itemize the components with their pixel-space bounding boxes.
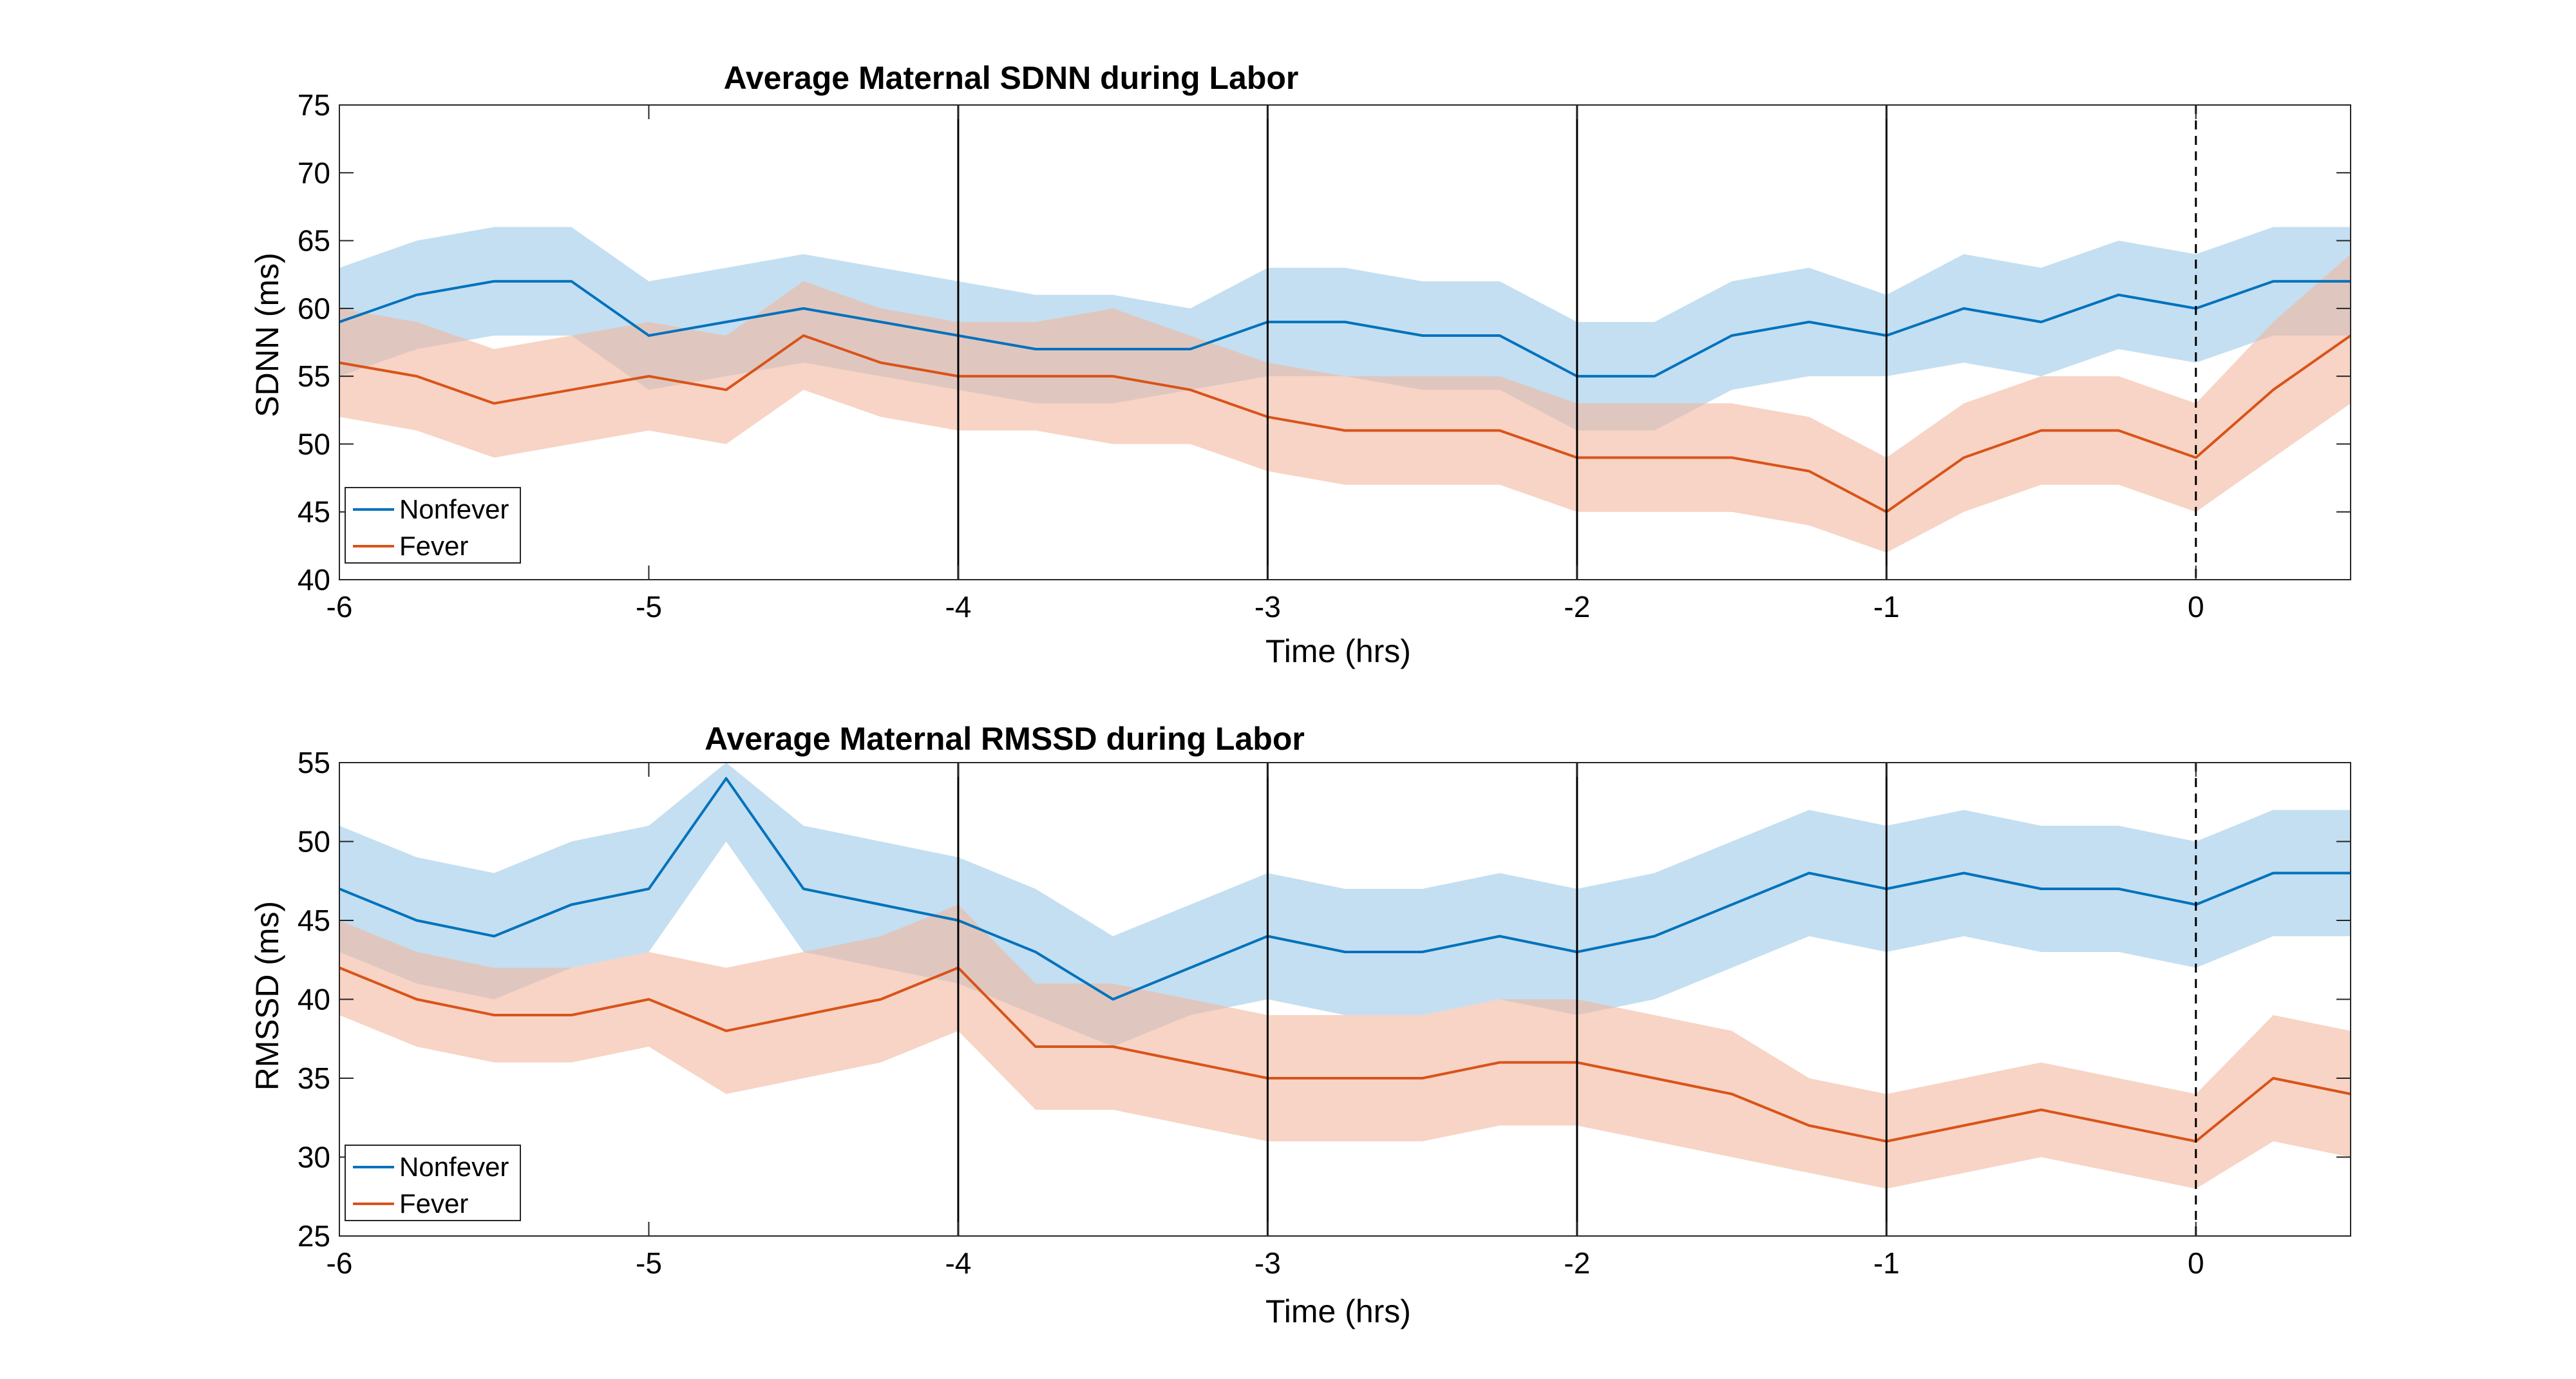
band-fever	[339, 904, 2351, 1189]
y-tick-label: 55	[298, 359, 330, 393]
legend: Nonfever Fever	[345, 487, 521, 564]
x-tick-label: 0	[2188, 590, 2204, 623]
x-tick-label: -2	[1564, 590, 1590, 623]
legend-box	[345, 1145, 521, 1221]
band-fever	[339, 254, 2351, 553]
y-axis-label: RMSSD (ms)	[249, 901, 285, 1090]
y-tick-label: 50	[298, 427, 330, 461]
x-tick-label: -3	[1255, 590, 1281, 623]
legend: Nonfever Fever	[345, 1145, 521, 1221]
series-line-fever	[339, 966, 2351, 1143]
y-tick-label: 30	[298, 1141, 330, 1174]
chart-title: Average Maternal SDNN during Labor	[724, 60, 1299, 96]
sdnn-chart-panel: Average Maternal SDNN during Labor -6 -5 -…	[249, 60, 2352, 669]
x-axis-label: Time (hrs)	[1265, 1293, 1411, 1329]
series-line-fever	[339, 334, 2352, 513]
y-tick-label: 55	[298, 746, 330, 779]
y-axis-label: SDNN (ms)	[249, 252, 285, 417]
legend-label-nonfever: Nonfever	[399, 494, 509, 524]
series-line-nonfever	[339, 777, 2351, 1001]
series-line-nonfever	[339, 280, 2351, 378]
x-tick-label: -6	[327, 1246, 353, 1280]
legend-label-fever: Fever	[399, 531, 468, 561]
x-tick-label: -3	[1255, 1246, 1281, 1280]
y-tick-label: 65	[298, 224, 330, 258]
x-tick-label: -5	[636, 590, 662, 623]
legend-box	[345, 487, 521, 564]
x-tick-label: -5	[636, 1246, 662, 1280]
axes-box	[339, 104, 2351, 580]
x-tick-label: -4	[945, 1246, 971, 1280]
x-tick-label: -2	[1564, 1246, 1590, 1280]
legend-label-fever: Fever	[399, 1188, 468, 1219]
band-nonfever	[339, 763, 2351, 1047]
band-nonfever	[339, 227, 2351, 431]
y-tick-label: 50	[298, 825, 330, 859]
y-tick-label: 25	[298, 1219, 330, 1253]
y-tick-label: 60	[298, 292, 330, 325]
x-tick-label: -6	[327, 590, 353, 623]
x-axis-label: Time (hrs)	[1265, 633, 1411, 669]
rmssd-chart-panel: Average Maternal RMSSD during Labor -6 -5…	[249, 721, 2351, 1329]
y-tick-label: 40	[298, 983, 330, 1016]
legend-label-nonfever: Nonfever	[399, 1152, 509, 1182]
chart-title: Average Maternal RMSSD during Labor	[705, 721, 1305, 757]
x-tick-label: -1	[1873, 590, 1900, 623]
y-tick-label: 45	[298, 495, 330, 529]
y-tick-label: 70	[298, 156, 330, 189]
y-tick-label: 45	[298, 904, 330, 937]
x-tick-label: -4	[945, 590, 971, 623]
y-tick-label: 75	[298, 88, 330, 122]
y-tick-label: 35	[298, 1061, 330, 1095]
x-tick-label: 0	[2188, 1246, 2204, 1280]
x-tick-label: -1	[1873, 1246, 1900, 1280]
y-tick-label: 40	[298, 563, 330, 596]
